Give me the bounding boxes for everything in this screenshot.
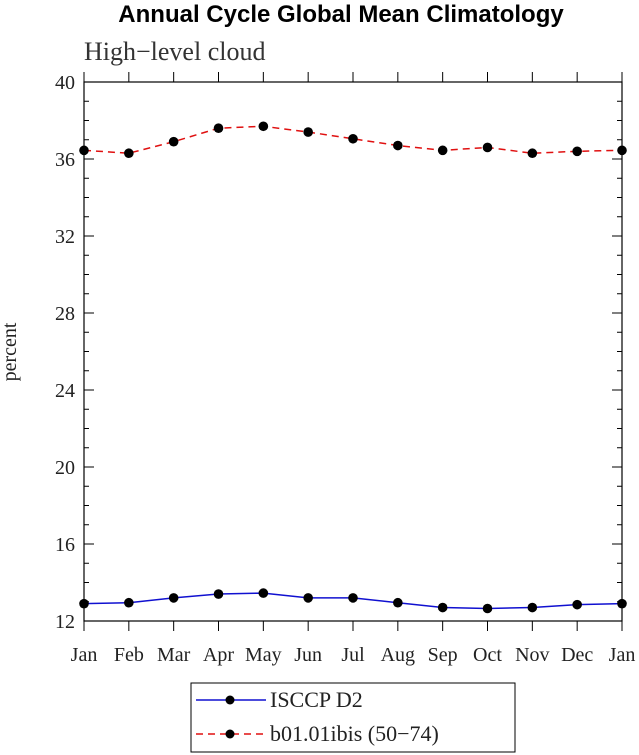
x-tick-label: Aug — [381, 644, 415, 666]
data-point — [348, 133, 358, 144]
x-tick-label: Jun — [294, 644, 322, 666]
chart-subtitle: High−level cloud — [84, 37, 265, 66]
chart-title: Annual Cycle Global Mean Climatology — [118, 1, 564, 28]
x-tick-label: Feb — [114, 644, 144, 666]
x-tick-label: Dec — [561, 644, 593, 666]
x-tick-label: Oct — [473, 644, 502, 666]
y-tick-label: 40 — [55, 72, 75, 94]
legend-box — [190, 682, 516, 753]
legend-label-isccp: ISCCP D2 — [270, 687, 363, 712]
data-point — [303, 127, 313, 137]
data-point — [124, 597, 134, 608]
data-point — [437, 602, 448, 613]
data-point — [482, 142, 493, 153]
data-point — [527, 148, 538, 159]
legend: ISCCP D2 b01.01ibis (50−74) — [190, 682, 516, 753]
y-tick-label: 16 — [55, 534, 75, 556]
data-point — [617, 598, 627, 609]
data-point — [572, 146, 582, 157]
plot-frame — [83, 81, 623, 622]
data-point — [303, 593, 313, 603]
data-point — [79, 598, 89, 609]
data-point — [168, 593, 179, 603]
x-tick-label: Jul — [341, 644, 365, 666]
y-tick-label: 32 — [55, 226, 75, 248]
x-tick-label: May — [245, 644, 282, 666]
x-tick-label: Mar — [157, 644, 191, 666]
data-point — [437, 145, 448, 156]
data-point — [213, 123, 224, 133]
x-tick-label: Nov — [515, 644, 549, 666]
data-point — [527, 602, 538, 613]
legend-marker-isccp — [225, 695, 235, 705]
data-point — [258, 588, 269, 598]
y-tick-label: 20 — [55, 457, 75, 479]
x-tick-label: Jan — [609, 644, 636, 666]
data-point — [258, 121, 269, 132]
data-point — [124, 148, 134, 159]
data-point — [213, 589, 224, 599]
data-point — [617, 145, 627, 156]
y-axis-title: percent — [0, 322, 21, 381]
data-point — [348, 593, 358, 603]
legend-label-model: b01.01ibis (50−74) — [270, 721, 439, 746]
y-tick-label: 28 — [55, 303, 75, 325]
data-point — [393, 140, 403, 151]
data-point — [482, 603, 493, 614]
y-tick-label: 24 — [55, 380, 75, 402]
y-tick-label: 36 — [55, 149, 75, 171]
data-point — [168, 136, 179, 147]
data-point — [79, 145, 89, 156]
x-tick-label: Jan — [71, 644, 98, 666]
axis-ticks: 12 16 20 24 28 32 36 40 Jan Feb Mar Apr May Jun Jul Aug… — [55, 72, 635, 666]
series-layer — [79, 121, 627, 614]
data-point — [572, 599, 582, 610]
x-tick-label: Sep — [428, 644, 458, 666]
legend-marker-model — [225, 729, 235, 739]
y-tick-label: 12 — [55, 611, 75, 633]
x-tick-label: Apr — [203, 644, 234, 666]
data-point — [393, 597, 403, 608]
